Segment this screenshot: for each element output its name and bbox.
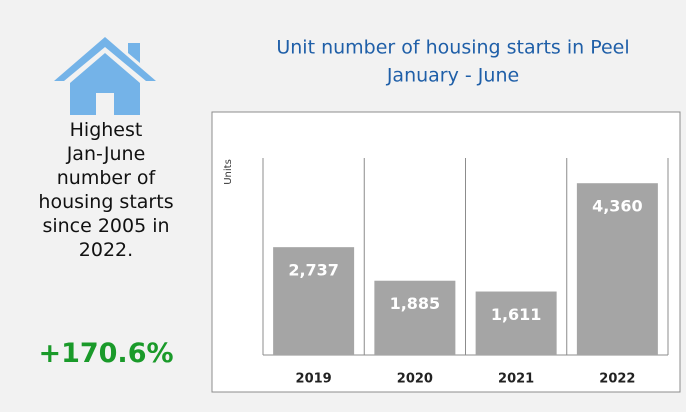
chart-subtitle: January - June <box>386 65 519 87</box>
house-icon <box>54 37 156 115</box>
sidebar-line: housing starts <box>38 191 174 213</box>
bar <box>576 183 658 355</box>
bar <box>374 280 456 355</box>
x-tick-label: 2022 <box>599 372 635 387</box>
bar <box>273 247 355 355</box>
sidebar-line: 2022. <box>78 239 134 261</box>
value-label: 1,885 <box>390 294 441 313</box>
highlight: +170.6% <box>38 338 174 369</box>
sidebar-line: Jan-June <box>66 143 146 165</box>
sidebar-text: Highest Jan-June number of housing starts si… <box>0 118 212 262</box>
value-label: 1,611 <box>491 305 542 324</box>
sidebar-line: Highest <box>69 119 143 141</box>
x-tick-label: 2020 <box>397 372 433 387</box>
bar <box>475 291 557 355</box>
value-label: 2,737 <box>288 261 339 280</box>
sidebar-line: number of <box>56 167 156 189</box>
value-label: 4,360 <box>592 197 643 216</box>
y-axis-label: Units <box>223 159 234 185</box>
chart-title: Unit number of housing starts in Peel <box>276 37 629 59</box>
x-tick-label: 2019 <box>296 372 332 387</box>
x-tick-label: 2021 <box>498 372 534 387</box>
sidebar-line: since 2005 in <box>42 215 170 237</box>
